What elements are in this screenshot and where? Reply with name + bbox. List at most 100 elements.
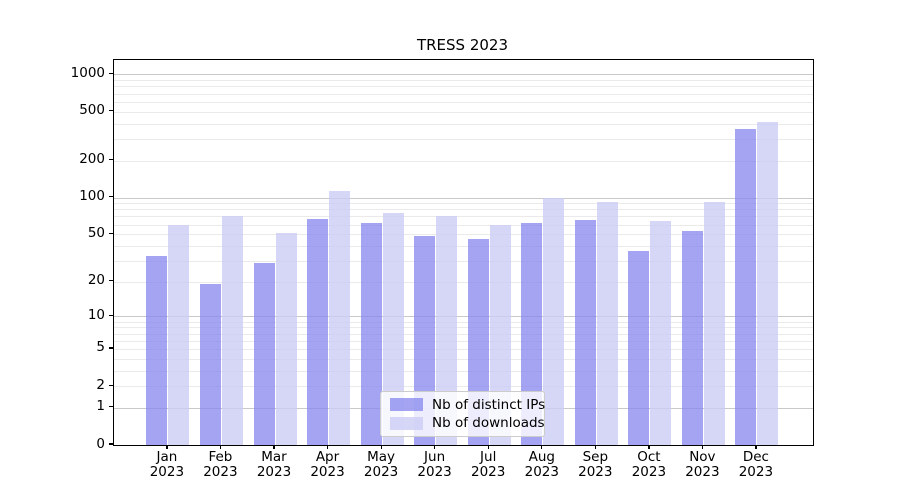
legend-label-downloads: Nb of downloads <box>432 415 545 432</box>
chart-title: TRESS 2023 <box>416 36 509 54</box>
y-tick-mark-200 <box>108 159 113 161</box>
gridline-100 <box>114 197 813 199</box>
gridline-6 <box>114 340 813 342</box>
bar-downloads-jun <box>436 215 458 445</box>
y-tick-mark-2 <box>108 384 113 386</box>
y-tick-mark-0 <box>108 443 113 445</box>
y-tick-label-50: 50 <box>87 224 105 241</box>
y-tick-label-10: 10 <box>87 306 105 323</box>
gridline-300 <box>114 138 813 140</box>
gridline-600 <box>114 101 813 103</box>
legend-item-downloads: Nb of downloads <box>381 415 545 432</box>
x-tick-label-apr: Apr 2023 <box>310 449 345 480</box>
legend-swatch-distinct-ips <box>390 398 423 412</box>
y-tick-mark-1000 <box>108 72 113 75</box>
x-tick-label-feb: Feb 2023 <box>203 449 238 480</box>
bar-downloads-sep <box>596 201 618 445</box>
gridline-1000 <box>114 74 813 76</box>
bar-downloads-oct <box>650 221 672 445</box>
gridline-900 <box>114 80 813 82</box>
plot-area <box>113 59 814 446</box>
x-tick-mark-apr <box>326 445 329 449</box>
legend-item-distinct-ips: Nb of distinct IPs <box>381 396 546 413</box>
gridline-10 <box>114 316 813 318</box>
bar-distinct-ips-oct <box>628 251 650 445</box>
y-tick-mark-5 <box>108 347 113 349</box>
gridline-4 <box>114 358 813 360</box>
gridline-90 <box>114 203 813 205</box>
y-tick-label-0: 0 <box>96 435 105 452</box>
gridline-40 <box>114 245 813 247</box>
bar-distinct-ips-feb <box>199 284 221 445</box>
x-tick-label-oct: Oct 2023 <box>631 449 667 480</box>
bar-distinct-ips-jan <box>146 255 168 445</box>
x-tick-label-sep: Sep 2023 <box>578 449 613 480</box>
bar-distinct-ips-apr <box>307 218 328 445</box>
x-tick-mark-sep <box>594 445 596 449</box>
x-tick-label-jul: Jul 2023 <box>471 449 506 480</box>
y-tick-label-5: 5 <box>96 339 105 356</box>
gridline-20 <box>114 281 813 283</box>
gridline-400 <box>114 123 813 125</box>
gridline-2 <box>114 386 813 388</box>
bar-downloads-apr <box>329 190 350 445</box>
gridline-8 <box>114 327 813 329</box>
y-tick-label-20: 20 <box>87 272 105 289</box>
bar-distinct-ips-nov <box>681 231 703 445</box>
bar-downloads-nov <box>703 201 725 445</box>
gridline-200 <box>114 160 813 162</box>
y-tick-mark-1 <box>108 406 113 408</box>
gridline-50 <box>114 234 813 236</box>
y-tick-mark-20 <box>108 280 113 282</box>
y-tick-label-2: 2 <box>96 376 105 393</box>
gridline-60 <box>114 224 813 226</box>
x-tick-mark-aug <box>541 445 543 449</box>
x-tick-mark-jan <box>166 445 168 449</box>
gridline-9 <box>114 321 813 323</box>
y-tick-label-1: 1 <box>96 398 105 415</box>
gridline-800 <box>114 86 813 88</box>
y-tick-mark-500 <box>108 110 113 112</box>
y-tick-label-500: 500 <box>79 102 105 119</box>
bar-downloads-jul <box>489 224 511 445</box>
bar-distinct-ips-mar <box>253 262 275 445</box>
bar-distinct-ips-sep <box>574 220 596 445</box>
y-tick-label-1000: 1000 <box>70 64 105 81</box>
x-tick-label-may: May 2023 <box>363 449 399 480</box>
gridline-3 <box>114 370 813 372</box>
bar-distinct-ips-may <box>360 222 382 445</box>
x-tick-mark-jun <box>434 445 436 449</box>
x-tick-label-jan: Jan 2023 <box>149 449 185 480</box>
gridline-80 <box>114 209 813 211</box>
x-tick-mark-jul <box>487 445 489 449</box>
x-tick-mark-feb <box>219 445 222 449</box>
bar-downloads-dec <box>757 121 779 445</box>
gridline-7 <box>114 333 813 335</box>
x-tick-mark-may <box>380 445 382 449</box>
x-tick-mark-mar <box>273 445 275 449</box>
x-tick-mark-dec <box>755 445 757 449</box>
gridline-5 <box>114 348 813 350</box>
y-tick-mark-50 <box>108 232 113 234</box>
bar-downloads-mar <box>275 233 297 445</box>
gridline-500 <box>114 111 813 113</box>
x-tick-label-nov: Nov 2023 <box>685 449 720 480</box>
bar-downloads-aug <box>543 197 565 445</box>
x-tick-label-jun: Jun 2023 <box>417 449 452 480</box>
bar-downloads-may <box>382 213 404 445</box>
x-tick-label-dec: Dec 2023 <box>738 449 774 480</box>
legend-swatch-downloads <box>390 416 423 430</box>
y-tick-label-100: 100 <box>79 188 105 204</box>
legend-label-distinct-ips: Nb of distinct IPs <box>432 396 546 413</box>
gridline-30 <box>114 260 813 262</box>
x-tick-mark-nov <box>701 445 704 449</box>
legend: Nb of distinct IPs Nb of downloads <box>380 391 545 437</box>
y-tick-label-200: 200 <box>79 151 105 168</box>
x-tick-mark-oct <box>648 445 650 449</box>
x-tick-label-mar: Mar 2023 <box>256 449 292 480</box>
x-tick-label-aug: Aug 2023 <box>524 449 559 480</box>
gridline-700 <box>114 93 813 95</box>
bar-distinct-ips-aug <box>521 222 543 445</box>
bar-distinct-ips-dec <box>735 129 757 445</box>
